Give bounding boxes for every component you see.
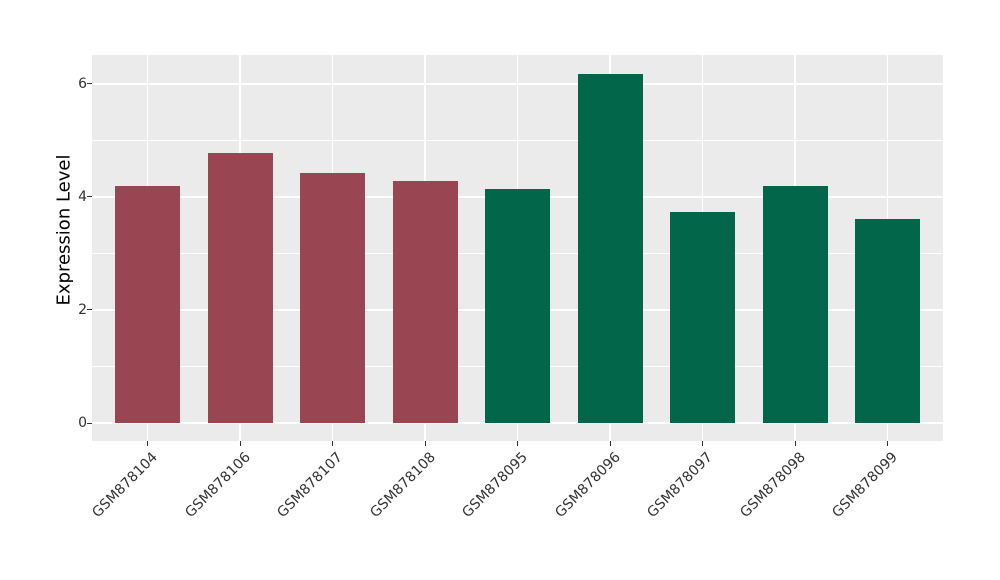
x-tick-mark-GSM878106 [239, 441, 241, 446]
x-tick-mark-GSM878108 [424, 441, 426, 446]
y-tick-label-2: 2 [78, 301, 87, 318]
bar-GSM878104 [115, 186, 180, 423]
y-axis-title: Expression Level [53, 154, 75, 306]
x-tick-label-GSM878096: GSM878096 [552, 449, 624, 521]
y-tick-mark-4 [87, 196, 92, 198]
bar-GSM878099 [855, 218, 920, 423]
bar-GSM878095 [485, 188, 550, 423]
plot-panel [92, 55, 943, 441]
bar-GSM878098 [762, 186, 828, 423]
x-tick-label-GSM878099: GSM878099 [829, 449, 902, 521]
x-tick-label-GSM878106: GSM878106 [182, 449, 254, 521]
bar-GSM878108 [392, 180, 458, 423]
x-tick-label-GSM878097: GSM878097 [644, 449, 717, 521]
y-tick-label-6: 6 [78, 75, 87, 92]
x-tick-label-GSM878098: GSM878098 [737, 449, 809, 521]
x-tick-mark-GSM878095 [517, 441, 518, 446]
x-tick-mark-GSM878096 [609, 441, 611, 446]
bar-GSM878107 [300, 173, 365, 423]
x-tick-label-GSM878108: GSM878108 [367, 449, 439, 521]
y-tick-mark-0 [87, 422, 92, 424]
x-tick-label-GSM878107: GSM878107 [274, 449, 347, 521]
x-tick-mark-GSM878097 [702, 441, 703, 446]
x-tick-label-GSM878104: GSM878104 [89, 449, 162, 521]
x-tick-label-GSM878095: GSM878095 [459, 449, 532, 521]
x-tick-mark-GSM878098 [794, 441, 796, 446]
x-tick-mark-GSM878104 [147, 441, 148, 446]
y-tick-mark-6 [87, 83, 92, 85]
bar-GSM878096 [577, 73, 643, 423]
y-tick-label-0: 0 [78, 415, 87, 431]
bar-GSM878106 [207, 152, 273, 423]
x-tick-mark-GSM878099 [887, 441, 888, 446]
y-tick-label-4: 4 [78, 188, 87, 205]
y-tick-mark-2 [87, 309, 92, 311]
bar-GSM878097 [670, 212, 735, 423]
x-tick-mark-GSM878107 [332, 441, 333, 446]
